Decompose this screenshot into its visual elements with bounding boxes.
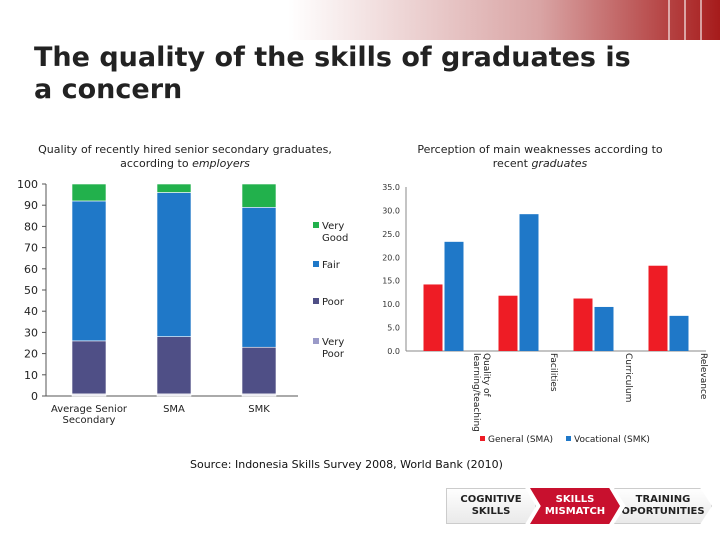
bar-segment <box>241 183 277 208</box>
header-band <box>0 0 720 40</box>
y-tick-label: 60 <box>24 263 38 276</box>
right-subtitle-emphasis: graduates <box>531 157 588 170</box>
bar-segment <box>71 183 107 202</box>
category-label: SMA <box>163 404 185 415</box>
category-label-group: Relevance <box>698 353 708 400</box>
flow-label-line: SKILLS <box>555 494 595 505</box>
flow-step-label: COGNITIVE SKILLS <box>460 494 521 518</box>
y-tick-label: 90 <box>24 199 38 212</box>
flow-step: SKILLS MISMATCH <box>530 488 620 524</box>
category-label: Curriculum <box>623 353 633 402</box>
legend-label: Poor <box>322 297 345 308</box>
bar <box>573 298 593 351</box>
category-label: Facilities <box>548 353 558 392</box>
bar-segment <box>71 393 107 397</box>
legend-label: Very <box>322 221 344 232</box>
y-tick-label: 30 <box>24 326 38 339</box>
header-stripe <box>700 0 702 40</box>
bar-segment <box>156 336 192 395</box>
header-gradient <box>0 0 720 40</box>
y-tick-label: 20 <box>24 348 38 361</box>
bar-segment <box>71 200 107 342</box>
flow-label-line: MISMATCH <box>544 506 606 517</box>
legend-label: Good <box>322 233 348 244</box>
y-tick-label: 10.0 <box>382 300 400 309</box>
legend-swatch <box>313 222 319 228</box>
flow-step-label: TRAINING OPORTUNITIES <box>621 494 704 518</box>
flow-label-line: TRAINING <box>635 494 691 505</box>
legend-label: Poor <box>322 349 345 360</box>
y-tick-label: 5.0 <box>387 324 400 333</box>
left-subtitle-prefix: according to <box>120 157 193 170</box>
legend-label: Fair <box>322 260 341 271</box>
category-label-group: Facilities <box>548 353 558 392</box>
category-label: Relevance <box>698 353 708 400</box>
y-tick-label: 40 <box>24 305 38 318</box>
right-chart-subtitle: Perception of main weaknesses according … <box>400 143 680 171</box>
bar-segment <box>156 192 192 337</box>
category-label: learning/teaching <box>471 353 481 432</box>
bar-segment <box>156 393 192 397</box>
flow-step-label: SKILLS MISMATCH <box>545 494 605 518</box>
flow-label-line: COGNITIVE <box>460 494 522 505</box>
right-subtitle-prefix: recent <box>492 157 532 170</box>
flow-label-line: SKILLS <box>471 506 511 517</box>
left-chart-subtitle: Quality of recently hired senior seconda… <box>30 143 340 171</box>
bar <box>669 315 689 351</box>
bar <box>594 306 614 351</box>
y-tick-label: 0 <box>31 390 38 403</box>
bar-segment <box>71 340 107 395</box>
y-tick-label: 70 <box>24 242 38 255</box>
bar-segment <box>241 346 277 395</box>
bar <box>498 295 518 351</box>
legend-swatch <box>313 261 319 267</box>
skills-quality-chart: 0 10 20 30 40 50 60 70 80 90 100 Average SeniorSeco… <box>17 178 348 426</box>
y-tick-label: 50 <box>24 284 38 297</box>
weaknesses-chart: 0.0 5.0 10.0 15.0 20.0 25.0 30.0 35.0 Quality of… <box>382 183 708 445</box>
bar <box>648 265 668 351</box>
bar-segment <box>241 207 277 348</box>
y-tick-label: 100 <box>17 178 38 191</box>
category-label-group: Curriculum <box>623 353 633 402</box>
page-title: The quality of the skills of graduates i… <box>34 42 631 105</box>
legend-swatch <box>566 436 571 441</box>
y-tick-label: 25.0 <box>382 230 400 239</box>
y-tick-label: 30.0 <box>382 206 400 215</box>
flow-step: COGNITIVE SKILLS <box>446 488 536 524</box>
header-stripe <box>684 0 686 40</box>
bar <box>519 214 539 351</box>
legend-label: Very <box>322 337 344 348</box>
right-subtitle-line2: recent graduates <box>400 157 680 171</box>
bar-segment <box>241 393 277 397</box>
header-stripe <box>668 0 670 40</box>
left-subtitle-emphasis: employers <box>192 157 250 170</box>
left-subtitle-line2: according to employers <box>30 157 340 171</box>
legend-swatch <box>313 338 319 344</box>
category-label: SMK <box>248 404 270 415</box>
legend-swatch <box>480 436 485 441</box>
bar <box>444 241 464 351</box>
y-tick-label: 80 <box>24 220 38 233</box>
left-subtitle-line1: Quality of recently hired senior seconda… <box>38 143 332 156</box>
flow-step: TRAINING OPORTUNITIES <box>614 488 712 524</box>
y-tick-label: 35.0 <box>382 183 400 192</box>
y-tick-label: 20.0 <box>382 253 400 262</box>
y-tick-label: 15.0 <box>382 277 400 286</box>
category-label: Secondary <box>63 415 116 426</box>
right-subtitle-line1: Perception of main weaknesses according … <box>417 143 663 156</box>
legend-label: Vocational (SMK) <box>574 435 650 445</box>
category-label: Average Senior <box>51 404 128 415</box>
y-tick-label: 0.0 <box>387 347 400 356</box>
source-note: Source: Indonesia Skills Survey 2008, Wo… <box>190 458 503 471</box>
category-label: Quality of <box>481 353 491 398</box>
legend-label: General (SMA) <box>488 435 553 445</box>
bar-segment <box>156 183 192 193</box>
bar <box>423 284 443 351</box>
legend-swatch <box>313 298 319 304</box>
y-tick-label: 10 <box>24 369 38 382</box>
flow-label-line: OPORTUNITIES <box>621 506 705 517</box>
